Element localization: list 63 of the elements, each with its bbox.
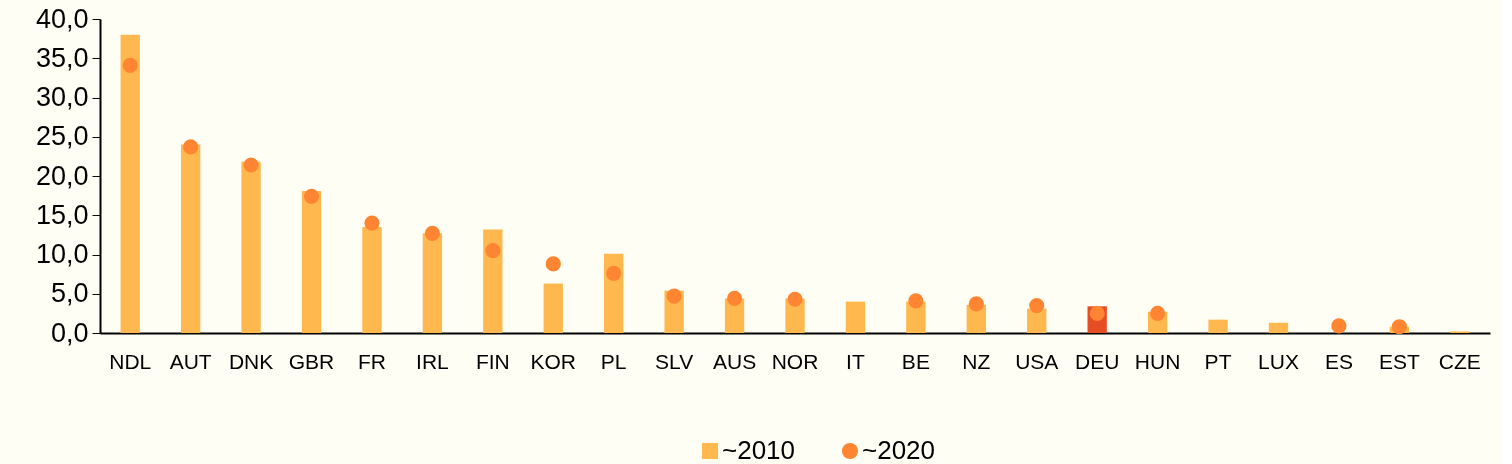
point bbox=[183, 139, 199, 155]
point bbox=[364, 215, 380, 231]
point bbox=[1331, 318, 1347, 334]
point bbox=[424, 225, 440, 241]
x-tick-label: NDL bbox=[109, 349, 152, 373]
x-tick-label: HUN bbox=[1134, 349, 1181, 373]
x-tick-label: GBR bbox=[288, 349, 335, 373]
point bbox=[908, 293, 924, 309]
x-tick-label: NOR bbox=[771, 349, 819, 373]
point bbox=[606, 265, 622, 281]
x-tick-label: AUT bbox=[169, 349, 212, 373]
point bbox=[726, 290, 743, 307]
x-tick-label: FR bbox=[357, 349, 386, 373]
point bbox=[485, 243, 501, 259]
legend-label: ~2010 bbox=[722, 435, 796, 464]
legend-label: ~2020 bbox=[862, 435, 936, 464]
x-tick-label: PT bbox=[1204, 349, 1232, 373]
x-tick-label: KOR bbox=[530, 349, 577, 373]
y-tick-label: 35,0 bbox=[35, 42, 89, 73]
bar bbox=[241, 161, 261, 333]
x-tick-label: DEU bbox=[1075, 349, 1120, 373]
bar bbox=[422, 233, 443, 333]
point bbox=[303, 188, 320, 204]
x-tick-label: IRL bbox=[416, 349, 449, 373]
bar bbox=[1208, 319, 1228, 333]
bar bbox=[483, 229, 503, 333]
point bbox=[666, 288, 682, 304]
point bbox=[787, 291, 803, 307]
bar bbox=[543, 283, 563, 333]
x-tick-label: LUX bbox=[1258, 349, 1299, 373]
x-tick-label: DNK bbox=[228, 349, 274, 373]
x-tick-label: EST bbox=[1378, 349, 1420, 373]
bar bbox=[120, 34, 140, 333]
y-tick-label: 0,0 bbox=[50, 317, 89, 348]
point bbox=[968, 296, 984, 312]
x-tick-label: ES bbox=[1324, 349, 1353, 373]
point bbox=[545, 256, 561, 272]
point bbox=[1029, 297, 1045, 314]
bar bbox=[180, 144, 201, 333]
y-tick-label: 15,0 bbox=[35, 199, 89, 230]
x-tick-label: SLV bbox=[655, 349, 694, 373]
x-tick-label: FIN bbox=[475, 349, 510, 373]
x-tick-label: CZE bbox=[1438, 349, 1481, 373]
point bbox=[1391, 319, 1407, 335]
x-tick-label: NZ bbox=[962, 349, 991, 373]
x-tick-label: IT bbox=[846, 349, 865, 373]
bar bbox=[1268, 322, 1289, 333]
y-tick-label: 20,0 bbox=[35, 160, 89, 191]
x-tick-label: PL bbox=[600, 349, 627, 373]
point bbox=[1150, 305, 1166, 321]
y-tick-label: 5,0 bbox=[50, 278, 89, 309]
y-tick-label: 40,0 bbox=[35, 3, 89, 34]
y-tick-label: 30,0 bbox=[35, 82, 89, 112]
bar bbox=[301, 190, 322, 333]
point bbox=[122, 57, 138, 73]
y-tick-label: 25,0 bbox=[35, 121, 89, 152]
bar bbox=[845, 301, 866, 333]
point bbox=[243, 157, 259, 173]
x-tick-label: USA bbox=[1015, 349, 1059, 373]
x-tick-label: BE bbox=[901, 349, 930, 373]
bar bbox=[362, 227, 382, 333]
x-tick-label: AUS bbox=[712, 349, 757, 373]
y-tick-label: 10,0 bbox=[35, 239, 89, 269]
